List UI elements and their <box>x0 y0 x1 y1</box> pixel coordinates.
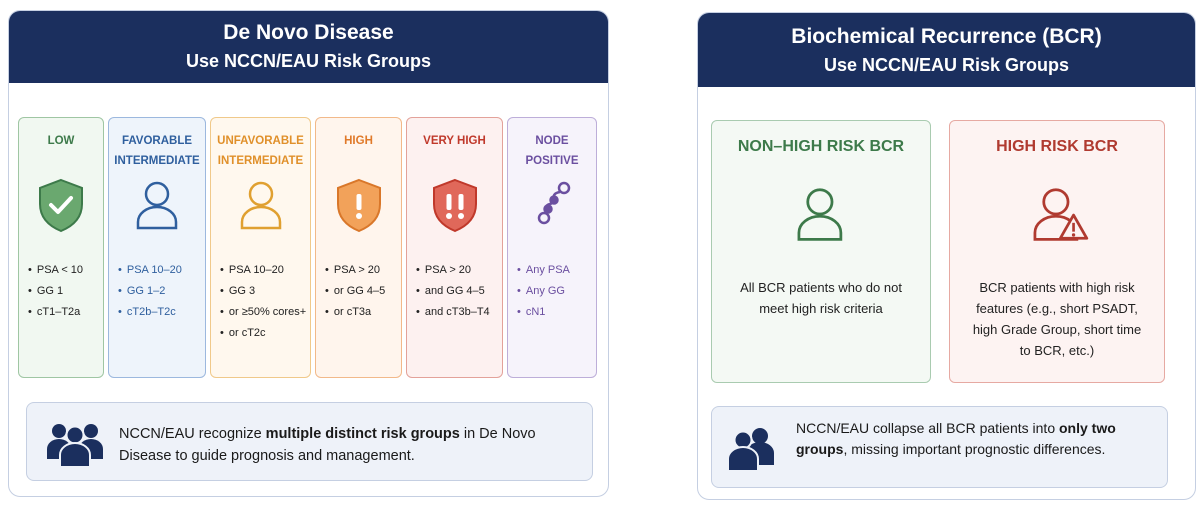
criteria-item: cN1 <box>517 302 594 323</box>
criteria-list: PSA 10–20GG 3or ≥50% cores+or cT2c <box>220 260 308 344</box>
risk-icon <box>240 181 281 230</box>
footer-text: NCCN/EAU collapse all BCR patients into … <box>796 418 1146 460</box>
criteria-item: and GG 4–5 <box>416 281 500 302</box>
risk-group-card: LOW PSA < 10GG 1cT1–T2a <box>18 117 104 378</box>
footer-text-part: , missing important prognostic differenc… <box>843 441 1106 457</box>
risk-group-card: UNFAVORABLE INTERMEDIATE PSA 10–20GG 3or ≥… <box>210 117 311 378</box>
criteria-list: PSA > 20or GG 4–5or cT3a <box>325 260 399 323</box>
label-line: HIGH <box>344 135 373 147</box>
criteria-item: PSA > 20 <box>325 260 399 281</box>
criteria-list: PSA > 20and GG 4–5and cT3b–T4 <box>416 260 500 323</box>
bcr-group-label: HIGH RISK BCR <box>996 138 1118 155</box>
risk-group-label: VERY HIGH <box>407 131 502 151</box>
criteria-item: or ≥50% cores+ <box>220 302 308 323</box>
criteria-item: or cT2c <box>220 323 308 344</box>
panel-title: De Novo Disease <box>223 21 394 44</box>
footer-text-bold: only two groups <box>796 420 1116 457</box>
risk-group-label: NODE POSITIVE <box>508 131 596 171</box>
footer-text-bold: multiple distinct risk groups <box>265 426 460 442</box>
panel-header: De Novo Disease Use NCCN/EAU Risk Groups <box>9 11 608 83</box>
panel-title: Biochemical Recurrence (BCR) <box>791 25 1102 48</box>
label-line: LOW <box>47 135 75 147</box>
criteria-item: PSA 10–20 <box>118 260 203 281</box>
criteria-list: PSA 10–20GG 1–2cT2b–T2c <box>118 260 203 323</box>
risk-icon <box>39 178 83 233</box>
criteria-item: Any GG <box>517 281 594 302</box>
footer-text-part: NCCN/EAU collapse all BCR patients into <box>796 420 1059 436</box>
criteria-item: PSA > 20 <box>416 260 500 281</box>
bcr-group-label: NON–HIGH RISK BCR <box>737 138 905 155</box>
bcr-group-card: NON–HIGH RISK BCR All BCR patients who do… <box>711 120 931 383</box>
label-line: NODE <box>535 135 569 147</box>
risk-icon <box>136 181 178 230</box>
label-line: FAVORABLE <box>121 135 193 147</box>
de-novo-panel: De Novo Disease Use NCCN/EAU Risk Groups… <box>8 10 609 497</box>
bcr-icon <box>1033 188 1089 241</box>
criteria-item: or GG 4–5 <box>325 281 399 302</box>
criteria-item: PSA < 10 <box>28 260 101 281</box>
risk-group-label: HIGH <box>316 131 401 151</box>
bcr-group-description: BCR patients with high risk features (e.… <box>972 280 1142 358</box>
risk-group-label: FAVORABLE INTERMEDIATE <box>109 131 205 171</box>
criteria-item: GG 3 <box>220 281 308 302</box>
risk-icon <box>336 178 381 233</box>
risk-group-label: LOW <box>19 131 103 151</box>
bcr-group-description: All BCR patients who do not meet high ri… <box>740 280 902 316</box>
risk-icon <box>537 181 571 225</box>
label-line: POSITIVE <box>525 155 579 167</box>
risk-group-card: FAVORABLE INTERMEDIATE PSA 10–20GG 1–2cT2b… <box>108 117 206 378</box>
footer-box: NCCN/EAU collapse all BCR patients into … <box>711 406 1168 488</box>
footer-text-part: NCCN/EAU recognize <box>119 426 266 442</box>
criteria-item: or cT3a <box>325 302 399 323</box>
footer-box: NCCN/EAU recognize multiple distinct ris… <box>26 402 593 481</box>
criteria-item: Any PSA <box>517 260 594 281</box>
label-line: VERY HIGH <box>423 135 486 147</box>
bcr-group-card: HIGH RISK BCR BCR patients with high risk… <box>949 120 1165 383</box>
criteria-item: cT2b–T2c <box>118 302 203 323</box>
risk-group-label: UNFAVORABLE INTERMEDIATE <box>211 131 310 171</box>
criteria-item: and cT3b–T4 <box>416 302 500 323</box>
people-icon <box>727 428 774 471</box>
criteria-item: PSA 10–20 <box>220 260 308 281</box>
panel-header: Biochemical Recurrence (BCR) Use NCCN/EA… <box>698 13 1195 87</box>
risk-group-card: HIGH PSA > 20or GG 4–5or cT3a <box>315 117 402 378</box>
risk-group-card: NODE POSITIVE Any PSAAny GGcN1 <box>507 117 597 378</box>
criteria-item: GG 1 <box>28 281 101 302</box>
criteria-item: cT1–T2a <box>28 302 101 323</box>
bcr-icon <box>797 188 843 241</box>
footer-text-part: in De Novo Disease to guide prognosis an… <box>119 426 536 464</box>
bcr-panel: Biochemical Recurrence (BCR) Use NCCN/EA… <box>697 12 1196 500</box>
panel-subtitle: Use NCCN/EAU Risk Groups <box>185 51 432 71</box>
people-icon <box>47 424 103 468</box>
criteria-item: GG 1–2 <box>118 281 203 302</box>
risk-group-card: VERY HIGH PSA > 20and GG 4–5and cT3b–T4 <box>406 117 503 378</box>
label-line: UNFAVORABLE <box>217 135 304 147</box>
risk-icon <box>432 178 477 233</box>
panel-subtitle: Use NCCN/EAU Risk Groups <box>823 55 1070 75</box>
label-line: INTERMEDIATE <box>217 155 304 167</box>
footer-text: NCCN/EAU recognize multiple distinct ris… <box>119 423 539 467</box>
criteria-list: Any PSAAny GGcN1 <box>517 260 594 323</box>
label-line: INTERMEDIATE <box>114 155 200 167</box>
criteria-list: PSA < 10GG 1cT1–T2a <box>28 260 101 323</box>
